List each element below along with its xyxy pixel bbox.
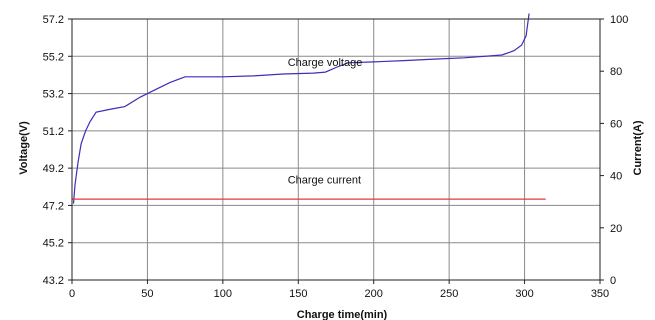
charge-voltage-line <box>72 13 530 204</box>
y2-tick-label-3: 60 <box>610 118 622 130</box>
y2-tick-label-1: 20 <box>610 223 622 235</box>
y-tick-label-5: 53.2 <box>43 89 64 101</box>
y-tick-label-0: 43.2 <box>43 275 64 287</box>
y-tick-label-7: 57.2 <box>43 14 64 26</box>
y2-tick-label-4: 80 <box>610 66 622 78</box>
y2-tick-label-0: 0 <box>610 275 616 287</box>
x-tick-label-2: 100 <box>214 288 232 300</box>
y-axis-title-right: Current(A) <box>632 120 644 175</box>
x-tick-label-4: 200 <box>365 288 383 300</box>
x-tick-label-6: 300 <box>515 288 533 300</box>
y2-tick-label-2: 40 <box>610 171 622 183</box>
y-tick-label-1: 45.2 <box>43 238 64 250</box>
x-tick-label-3: 150 <box>289 288 307 300</box>
y2-tick-label-5: 100 <box>610 14 628 26</box>
y-tick-label-3: 49.2 <box>43 163 64 175</box>
plot-frame <box>71 18 601 281</box>
x-tick-label-5: 250 <box>440 288 458 300</box>
tick-labels: 0 50 100 150 200 250 300 35043.245.247.249.251.… <box>43 14 629 300</box>
x-tick-label-7: 350 <box>591 288 609 300</box>
x-tick-label-0: 0 <box>69 288 75 300</box>
y-tick-label-2: 47.2 <box>43 200 64 212</box>
annotation-charge-current: Charge current <box>288 174 361 186</box>
series-layer <box>72 13 546 204</box>
annotation-charge-voltage: Charge voltage <box>288 57 363 69</box>
y-tick-label-4: 51.2 <box>43 126 64 138</box>
axes <box>68 18 604 284</box>
x-tick-label-1: 50 <box>141 288 153 300</box>
y-axis-title-left: Voltage(V) <box>18 121 30 175</box>
y-tick-label-6: 55.2 <box>43 51 64 63</box>
grid <box>72 19 600 280</box>
x-axis-title: Charge time(min) <box>297 309 388 320</box>
